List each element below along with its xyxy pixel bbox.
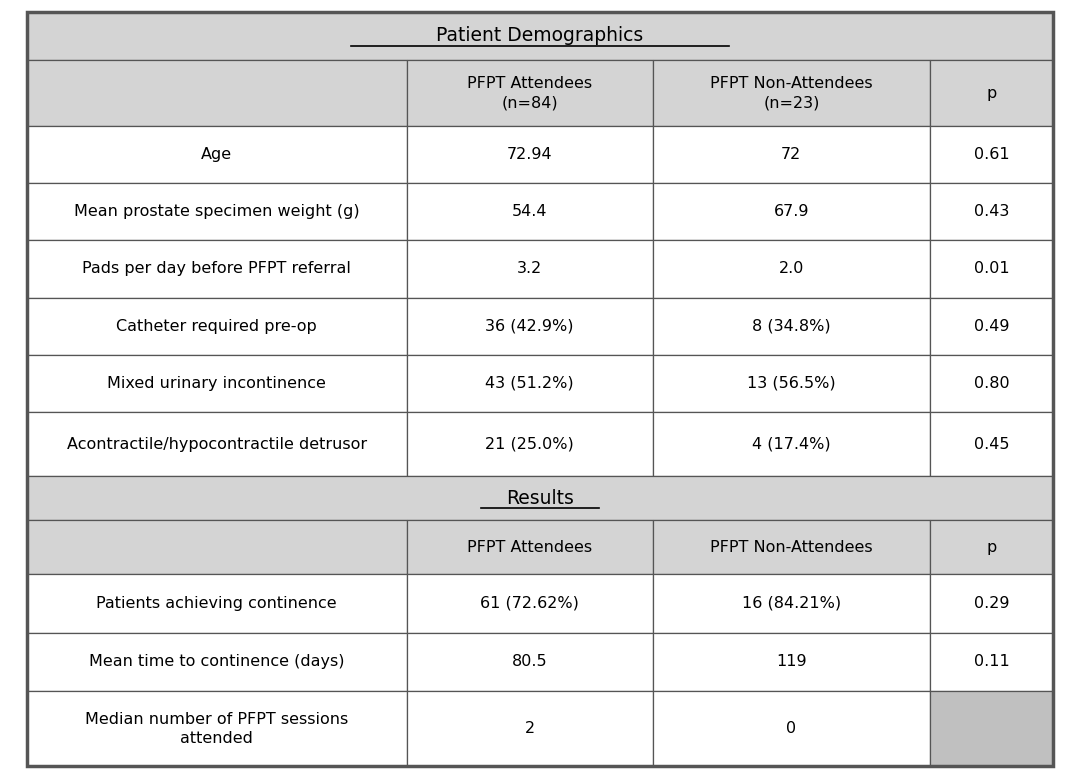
Text: Acontractile/hypocontractile detrusor: Acontractile/hypocontractile detrusor — [67, 436, 367, 451]
Bar — [27, 633, 406, 692]
Bar — [930, 692, 1053, 766]
Bar — [652, 240, 930, 297]
Bar — [652, 355, 930, 412]
Text: 43 (51.2%): 43 (51.2%) — [485, 376, 575, 391]
Text: 13 (56.5%): 13 (56.5%) — [747, 376, 836, 391]
Text: 2: 2 — [525, 721, 535, 736]
Text: Median number of PFPT sessions
attended: Median number of PFPT sessions attended — [85, 712, 349, 746]
Text: PFPT Non-Attendees: PFPT Non-Attendees — [710, 540, 873, 555]
Text: 3.2: 3.2 — [517, 261, 542, 276]
Text: PFPT Non-Attendees
(n=23): PFPT Non-Attendees (n=23) — [710, 76, 873, 110]
Text: 4 (17.4%): 4 (17.4%) — [752, 436, 831, 451]
Text: Mean time to continence (days): Mean time to continence (days) — [89, 654, 345, 670]
Bar — [406, 240, 652, 297]
Bar — [652, 692, 930, 766]
Bar — [406, 60, 652, 126]
Text: 16 (84.21%): 16 (84.21%) — [742, 596, 841, 611]
Text: Mean prostate specimen weight (g): Mean prostate specimen weight (g) — [75, 205, 360, 219]
Text: 0.11: 0.11 — [973, 654, 1010, 670]
Text: Patients achieving continence: Patients achieving continence — [96, 596, 337, 611]
Bar — [930, 412, 1053, 476]
Text: 0.29: 0.29 — [974, 596, 1009, 611]
Bar — [406, 355, 652, 412]
Bar — [27, 520, 406, 574]
Bar — [652, 574, 930, 633]
Text: 0.49: 0.49 — [974, 319, 1009, 334]
Text: Patient Demographics: Patient Demographics — [436, 26, 644, 45]
Bar — [27, 355, 406, 412]
Text: 72.94: 72.94 — [507, 147, 553, 162]
Bar — [406, 297, 652, 355]
Bar — [930, 574, 1053, 633]
Bar — [652, 126, 930, 183]
Text: 36 (42.9%): 36 (42.9%) — [486, 319, 573, 334]
Bar — [652, 412, 930, 476]
Text: 0: 0 — [786, 721, 796, 736]
Bar — [27, 126, 406, 183]
Bar — [930, 183, 1053, 240]
Text: Age: Age — [201, 147, 232, 162]
Bar — [930, 126, 1053, 183]
Text: Pads per day before PFPT referral: Pads per day before PFPT referral — [82, 261, 351, 276]
Text: PFPT Attendees: PFPT Attendees — [468, 540, 592, 555]
Text: 0.45: 0.45 — [974, 436, 1009, 451]
Text: 119: 119 — [777, 654, 807, 670]
Bar — [406, 126, 652, 183]
Bar — [27, 412, 406, 476]
Bar — [652, 633, 930, 692]
Text: Catheter required pre-op: Catheter required pre-op — [117, 319, 318, 334]
Text: 21 (25.0%): 21 (25.0%) — [485, 436, 575, 451]
Text: 0.43: 0.43 — [974, 205, 1009, 219]
Text: 80.5: 80.5 — [512, 654, 548, 670]
Bar — [652, 297, 930, 355]
Bar — [406, 412, 652, 476]
Bar — [406, 633, 652, 692]
Text: Mixed urinary incontinence: Mixed urinary incontinence — [107, 376, 326, 391]
Text: 67.9: 67.9 — [773, 205, 809, 219]
Bar — [406, 692, 652, 766]
Text: 8 (34.8%): 8 (34.8%) — [752, 319, 831, 334]
Bar — [27, 574, 406, 633]
Text: 72: 72 — [781, 147, 801, 162]
Bar — [406, 520, 652, 574]
Text: Results: Results — [507, 489, 573, 508]
Bar — [930, 60, 1053, 126]
Bar — [652, 520, 930, 574]
Text: p: p — [986, 540, 997, 555]
Bar — [406, 183, 652, 240]
Bar — [27, 12, 1053, 60]
Text: 54.4: 54.4 — [512, 205, 548, 219]
Text: 61 (72.62%): 61 (72.62%) — [481, 596, 579, 611]
Text: 0.01: 0.01 — [974, 261, 1009, 276]
Bar — [27, 240, 406, 297]
Bar — [27, 60, 406, 126]
Text: PFPT Attendees
(n=84): PFPT Attendees (n=84) — [468, 76, 592, 110]
Bar — [930, 633, 1053, 692]
Bar — [27, 692, 406, 766]
Text: 0.61: 0.61 — [974, 147, 1009, 162]
Bar — [930, 240, 1053, 297]
Bar — [27, 297, 406, 355]
Bar — [930, 520, 1053, 574]
Bar — [652, 183, 930, 240]
Bar — [406, 574, 652, 633]
Bar — [27, 183, 406, 240]
Text: 0.80: 0.80 — [974, 376, 1009, 391]
Text: p: p — [986, 86, 997, 100]
Bar — [27, 476, 1053, 520]
Bar — [652, 60, 930, 126]
Text: 2.0: 2.0 — [779, 261, 804, 276]
Bar — [930, 355, 1053, 412]
Bar — [930, 297, 1053, 355]
